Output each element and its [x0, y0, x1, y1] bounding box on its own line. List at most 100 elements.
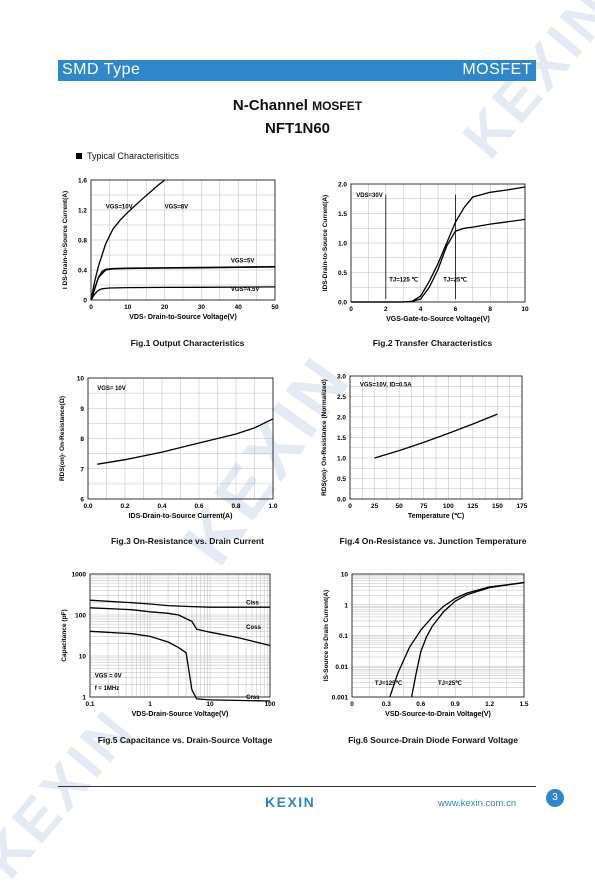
fig6-y-tick-label: 10	[341, 572, 349, 579]
fig2-series-line	[351, 218, 526, 303]
fig2-x-tick-label: 10	[521, 306, 529, 313]
fig6-y-tick-label: 0.01	[335, 664, 348, 671]
fig1-series-line	[90, 179, 166, 301]
fig6-plot-frame	[351, 573, 525, 698]
fig5-plot-frame	[89, 573, 271, 698]
fig3-x-tick-label: 0.8	[231, 503, 240, 510]
fig3-chart: 0.0 0.2 0.4 0.6 0.8 1.0 6 7 8 9 10 IDS-Drain-to-Sou…	[59, 376, 278, 521]
fig3-x-tick-label: 0.2	[120, 503, 129, 510]
fig3-y-tick-label: 9	[80, 406, 84, 413]
title-channel: N-Channel	[232, 97, 308, 114]
fig1-annotation: VGS=4.5V	[231, 287, 260, 293]
fig1-x-tick-label: 10	[124, 304, 132, 311]
fig6-x-tick-label: 0.3	[382, 701, 391, 708]
fig2-annotation: VDS=30V	[356, 193, 383, 199]
fig6-series-line	[389, 582, 525, 698]
fig2-y-tick-label: 1.5	[338, 211, 347, 218]
fig5-x-tick-label: 1	[148, 701, 152, 708]
fig1-plot-frame	[90, 179, 276, 301]
fig5-y-tick-label: 100	[75, 613, 86, 620]
bullet-square-icon	[76, 153, 82, 159]
fig3-y-tick-label: 7	[80, 466, 84, 473]
fig1-x-axis-label: VDS- Drain-to-Source Voltage(V)	[129, 314, 237, 321]
fig1-chart: 0 10 20 30 40 50 0 0.4 0.8 1.2 1.6 VDS- Drain-to-So…	[62, 178, 279, 322]
fig5-series-line	[89, 599, 270, 608]
fig2-chart: 0 2 4 6 8 10 0.0 0.5 1.0 1.5 2.0 VGS-Gate-to-Source…	[322, 182, 529, 324]
fig5-y-tick-label: 1000	[72, 572, 87, 579]
title-mosfet: MOSFET	[312, 99, 363, 113]
fig4-x-tick-label: 25	[371, 503, 379, 510]
fig1-x-tick-label: 20	[161, 304, 169, 311]
fig2-x-tick-label: 0	[349, 306, 353, 313]
fig1-series-line	[90, 286, 276, 301]
fig5-x-tick-label: 0.1	[85, 701, 94, 708]
fig5-x-tick-label: 10	[206, 701, 214, 708]
header-right-label: MOSFET	[462, 61, 532, 78]
fig1-y-tick-label: 0.4	[78, 268, 87, 275]
fig5-series-line	[89, 607, 271, 647]
fig1-y-tick-label: 1.6	[78, 178, 87, 185]
fig5-annotation: Coss	[246, 625, 261, 631]
fig2-y-tick-label: 2.0	[338, 182, 347, 189]
fig5-y-tick-label: 10	[79, 654, 87, 661]
fig4-y-tick-label: 0.0	[337, 497, 346, 504]
fig5-x-tick-label: 100	[265, 701, 276, 708]
footer-url[interactable]: www.kexin.com.cn	[438, 798, 517, 809]
fig1-annotation: VGS=10V	[106, 205, 133, 211]
fig4-x-tick-label: 75	[420, 503, 428, 510]
fig1-x-tick-label: 0	[89, 304, 93, 311]
part-number: NFT1N60	[264, 120, 331, 137]
fig1-y-axis-label: I DS-Drain-to-Source Current(A)	[62, 191, 69, 289]
fig5-y-axis-label: Capacitance (pF)	[61, 609, 68, 661]
fig4-series-line	[374, 413, 498, 459]
footer-logo: KEXIN	[265, 794, 316, 810]
fig2-y-axis-label: IDS-Drain-to-Source Current(A)	[322, 195, 329, 291]
fig1-series-line	[90, 266, 276, 301]
fig6-annotation: TJ=25℃	[438, 680, 462, 687]
fig2-caption: Fig.2 Transfer Characteristics	[372, 338, 493, 348]
fig2-plot-frame	[350, 183, 526, 303]
fig1-x-tick-label: 40	[235, 304, 243, 311]
fig3-y-axis-label: RDS(on)- On-Resistance(Ω)	[59, 396, 66, 481]
fig2-x-axis-label: VGS-Gate-to-Source Voltage(V)	[386, 316, 490, 323]
watermark-top-right: KEXIN	[450, 0, 595, 170]
fig4-y-tick-label: 2.5	[337, 394, 346, 401]
section-heading: Typical Characterisitics	[76, 151, 179, 161]
fig1-y-tick-label: 1.2	[78, 208, 87, 215]
fig3-y-tick-label: 8	[80, 436, 84, 443]
fig3-x-tick-label: 0.4	[157, 503, 166, 510]
fig6-y-tick-label: 0.001	[332, 695, 349, 702]
fig6-chart: 0 0.3 0.6 0.9 1.2 1.5 0.001 0.01 0.1 1 10 VSD-Sourc…	[323, 572, 529, 719]
fig2-x-tick-label: 4	[419, 306, 423, 313]
fig6-x-tick-label: 0.9	[451, 701, 460, 708]
fig5-annotation: Ciss	[246, 601, 259, 607]
fig4-x-tick-label: 150	[492, 503, 503, 510]
fig4-x-tick-label: 50	[396, 503, 404, 510]
section-label: Typical Characterisitics	[87, 151, 180, 161]
fig3-x-tick-label: 0.6	[194, 503, 203, 510]
fig4-y-tick-label: 1.5	[337, 435, 346, 442]
fig5-annotation: Crss	[246, 695, 260, 701]
fig4-x-tick-label: 0	[348, 503, 352, 510]
watermark-bottom-left: KEXIN	[0, 697, 147, 890]
fig6-x-tick-label: 1.2	[485, 701, 494, 708]
fig2-y-tick-label: 0.0	[338, 300, 347, 307]
fig3-x-tick-label: 1.0	[268, 503, 277, 510]
page-number-badge: 3	[546, 789, 564, 807]
header-bar: SMD Type MOSFET	[58, 60, 536, 81]
fig3-annotation: VGS= 10V	[97, 386, 126, 392]
title-line1: N-Channel MOSFET	[0, 97, 595, 114]
fig6-x-tick-label: 0.6	[416, 701, 425, 708]
fig2-x-tick-label: 6	[454, 306, 458, 313]
fig3-plot-frame	[87, 377, 274, 500]
header-left-label: SMD Type	[62, 61, 141, 78]
fig3-y-tick-label: 6	[80, 497, 84, 504]
fig3-x-axis-label: IDS-Drain-to-Source Current(A)	[129, 513, 233, 520]
fig4-annotation: VGS=10V, ID=0.5A	[360, 382, 412, 388]
fig6-y-tick-label: 1	[344, 602, 348, 609]
fig2-y-tick-label: 1.0	[338, 241, 347, 248]
fig6-x-tick-label: 0	[350, 701, 354, 708]
fig6-x-tick-label: 1.5	[519, 701, 528, 708]
fig5-series-line	[89, 630, 271, 702]
